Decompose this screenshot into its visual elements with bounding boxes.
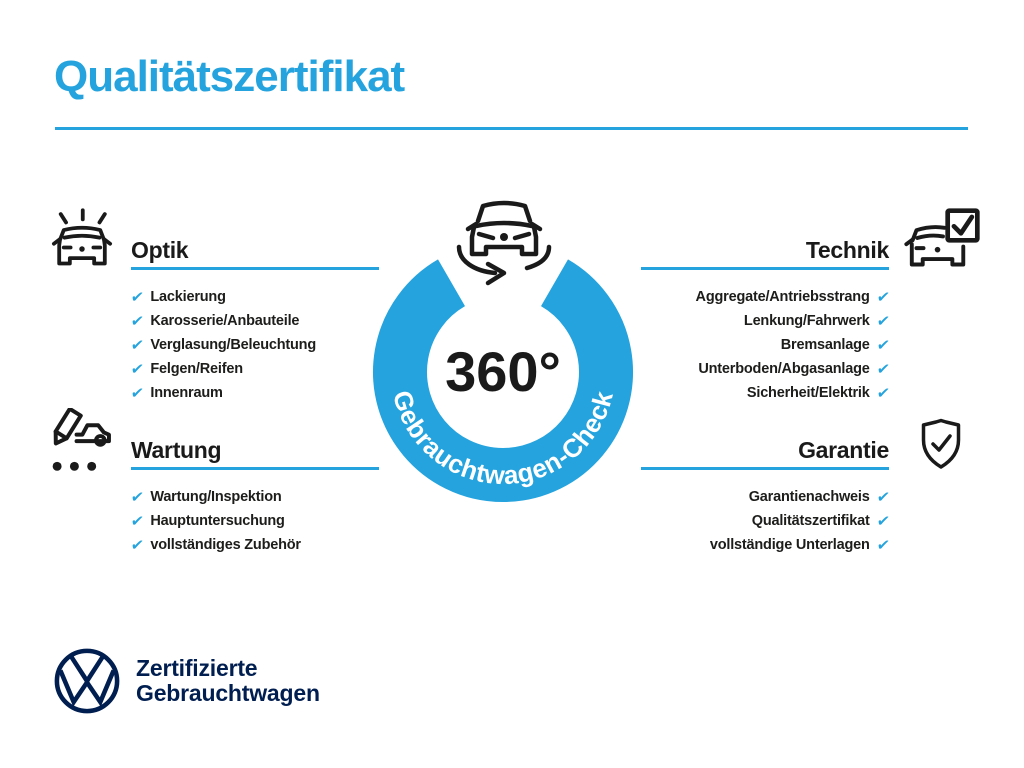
title-divider [55,127,968,130]
check-icon: ✔ [129,288,145,306]
check-icon: ✔ [129,488,145,506]
checklist-item-label: Felgen/Reifen [150,361,243,377]
check-icon: ✔ [875,512,891,530]
check-icon: ✔ [129,312,145,330]
checklist-item: ✔ vollständige Unterlagen [641,533,891,557]
car-rotate-icon [456,200,552,286]
vw-logo [54,648,120,714]
section-garantie-divider [641,467,889,470]
section-technik: Technik ✔ Aggregate/Antriebsstrang ✔ Lenkun… [641,237,891,405]
section-wartung: Wartung ✔ Wartung/Inspektion ✔ Hauptuntersu… [129,437,379,557]
section-wartung-divider [131,467,379,470]
pencil-car-icon [52,408,111,471]
section-technik-checklist: ✔ Aggregate/Antriebsstrang ✔ Lenkung/Fahrwe… [641,285,891,405]
section-optik-divider [131,267,379,270]
checklist-item: ✔ Unterboden/Abgasanlage [641,357,891,381]
footer-wordmark-line1: Zertifizierte [136,655,258,681]
section-optik: Optik ✔ Lackierung ✔ Karosserie/Anbauteile ✔… [129,237,379,405]
check-icon: ✔ [129,536,145,554]
checklist-item-label: Sicherheit/Elektrik [746,385,870,401]
checklist-item: ✔ Felgen/Reifen [129,357,379,381]
checklist-item: ✔ Karosserie/Anbauteile [129,309,379,333]
checklist-item-label: Lenkung/Fahrwerk [743,313,870,329]
footer-wordmark-line2: Gebrauchtwagen [136,680,320,706]
checklist-item-label: Lackierung [150,289,226,305]
section-garantie-title: Garantie [798,437,889,463]
checklist-item: ✔ Verglasung/Beleuchtung [129,333,379,357]
checklist-item: ✔ Sicherheit/Elektrik [641,381,891,405]
checklist-item: ✔ Aggregate/Antriebsstrang [641,285,891,309]
checklist-item-label: Karosserie/Anbauteile [150,313,300,329]
section-optik-title: Optik [131,237,189,263]
section-garantie: Garantie ✔ Garantienachweis ✔ Qualitätszert… [641,437,891,557]
checklist-item-label: Innenraum [150,385,223,401]
section-technik-divider [641,267,889,270]
360-check-ring: 360° Gebrauchtwagen-Check [373,259,633,502]
car-checkbox-icon [904,208,980,267]
check-icon: ✔ [875,336,891,354]
check-icon: ✔ [875,360,891,378]
section-wartung-title: Wartung [131,437,222,463]
check-icon: ✔ [875,536,891,554]
checklist-item: ✔ Bremsanlage [641,333,891,357]
checklist-item-label: Wartung/Inspektion [150,489,282,505]
check-icon: ✔ [129,336,145,354]
checklist-item-label: Bremsanlage [780,337,870,353]
checklist-item: ✔ Lackierung [129,285,379,309]
checklist-item-label: Hauptuntersuchung [150,513,285,529]
check-icon: ✔ [129,384,145,402]
section-technik-title: Technik [805,237,889,263]
check-icon: ✔ [875,312,891,330]
check-icon: ✔ [875,384,891,402]
checklist-item: ✔ Garantienachweis [641,485,891,509]
check-icon: ✔ [129,512,145,530]
checklist-item-label: Unterboden/Abgasanlage [698,361,870,377]
checklist-item-label: vollständige Unterlagen [709,537,870,553]
checklist-item: ✔ Qualitätszertifikat [641,509,891,533]
checklist-item: ✔ Hauptuntersuchung [129,509,379,533]
checklist-item-label: vollständiges Zubehör [150,537,301,553]
checklist-item: ✔ Lenkung/Fahrwerk [641,309,891,333]
checklist-item-label: Qualitätszertifikat [751,513,870,529]
checklist-item-label: Aggregate/Antriebsstrang [695,289,870,305]
page-title: Qualitätszertifikat [54,52,405,101]
checklist-item: ✔ Wartung/Inspektion [129,485,379,509]
check-icon: ✔ [875,288,891,306]
checklist-item: ✔ Innenraum [129,381,379,405]
checklist-item: ✔ vollständiges Zubehör [129,533,379,557]
checklist-item-label: Verglasung/Beleuchtung [150,337,316,353]
section-wartung-checklist: ✔ Wartung/Inspektion ✔ Hauptuntersuchung ✔ vo… [129,485,379,557]
section-optik-checklist: ✔ Lackierung ✔ Karosserie/Anbauteile ✔ Vergla… [129,285,379,405]
check-icon: ✔ [875,488,891,506]
360-degree-label: 360° [445,340,561,403]
car-shine-icon [51,208,113,266]
section-garantie-checklist: ✔ Garantienachweis ✔ Qualitätszertifikat ✔ vo… [641,485,891,557]
footer-wordmark: Zertifizierte Gebrauchtwagen [136,656,320,706]
shield-check-icon [921,418,961,469]
check-icon: ✔ [129,360,145,378]
checklist-item-label: Garantienachweis [748,489,870,505]
